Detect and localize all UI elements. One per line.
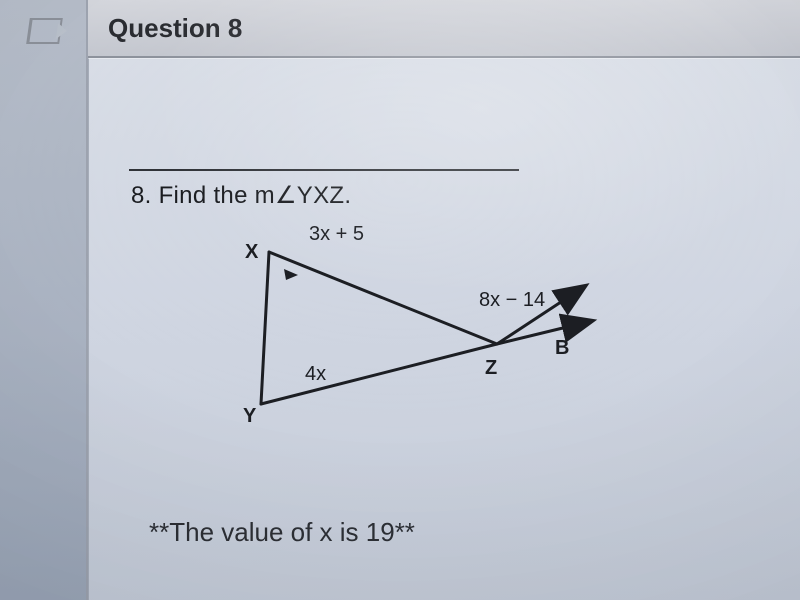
svg-text:8x − 14: 8x − 14 — [479, 289, 545, 311]
triangle-diagram: 3x + 5 4x 8x − 14 X Y Z B — [209, 224, 629, 434]
svg-text:Z: Z — [485, 357, 497, 379]
hint-text: **The value of x is 19** — [149, 517, 415, 547]
svg-text:X: X — [245, 241, 259, 263]
svg-text:4x: 4x — [305, 363, 326, 385]
question-title: Question 8 — [108, 13, 242, 44]
hint-note: **The value of x is 19** — [149, 517, 415, 548]
svg-text:3x + 5: 3x + 5 — [309, 224, 364, 245]
prompt-text: Find the m∠YXZ. — [159, 182, 352, 209]
content-panel: 8. Find the m∠YXZ. 3x + 5 4x 8x − 14 X Y Z B *… — [88, 58, 800, 600]
screenshot-root: Question 8 8. Find the m∠YXZ. 3x + 5 4x 8x… — [0, 0, 800, 600]
svg-text:B: B — [555, 337, 569, 359]
svg-text:Y: Y — [243, 405, 257, 427]
horizontal-rule — [129, 169, 519, 171]
prompt-number: 8. — [131, 182, 152, 209]
flag-icon — [26, 18, 63, 44]
question-header: Question 8 — [88, 0, 800, 58]
question-prompt: 8. Find the m∠YXZ. — [131, 181, 351, 210]
